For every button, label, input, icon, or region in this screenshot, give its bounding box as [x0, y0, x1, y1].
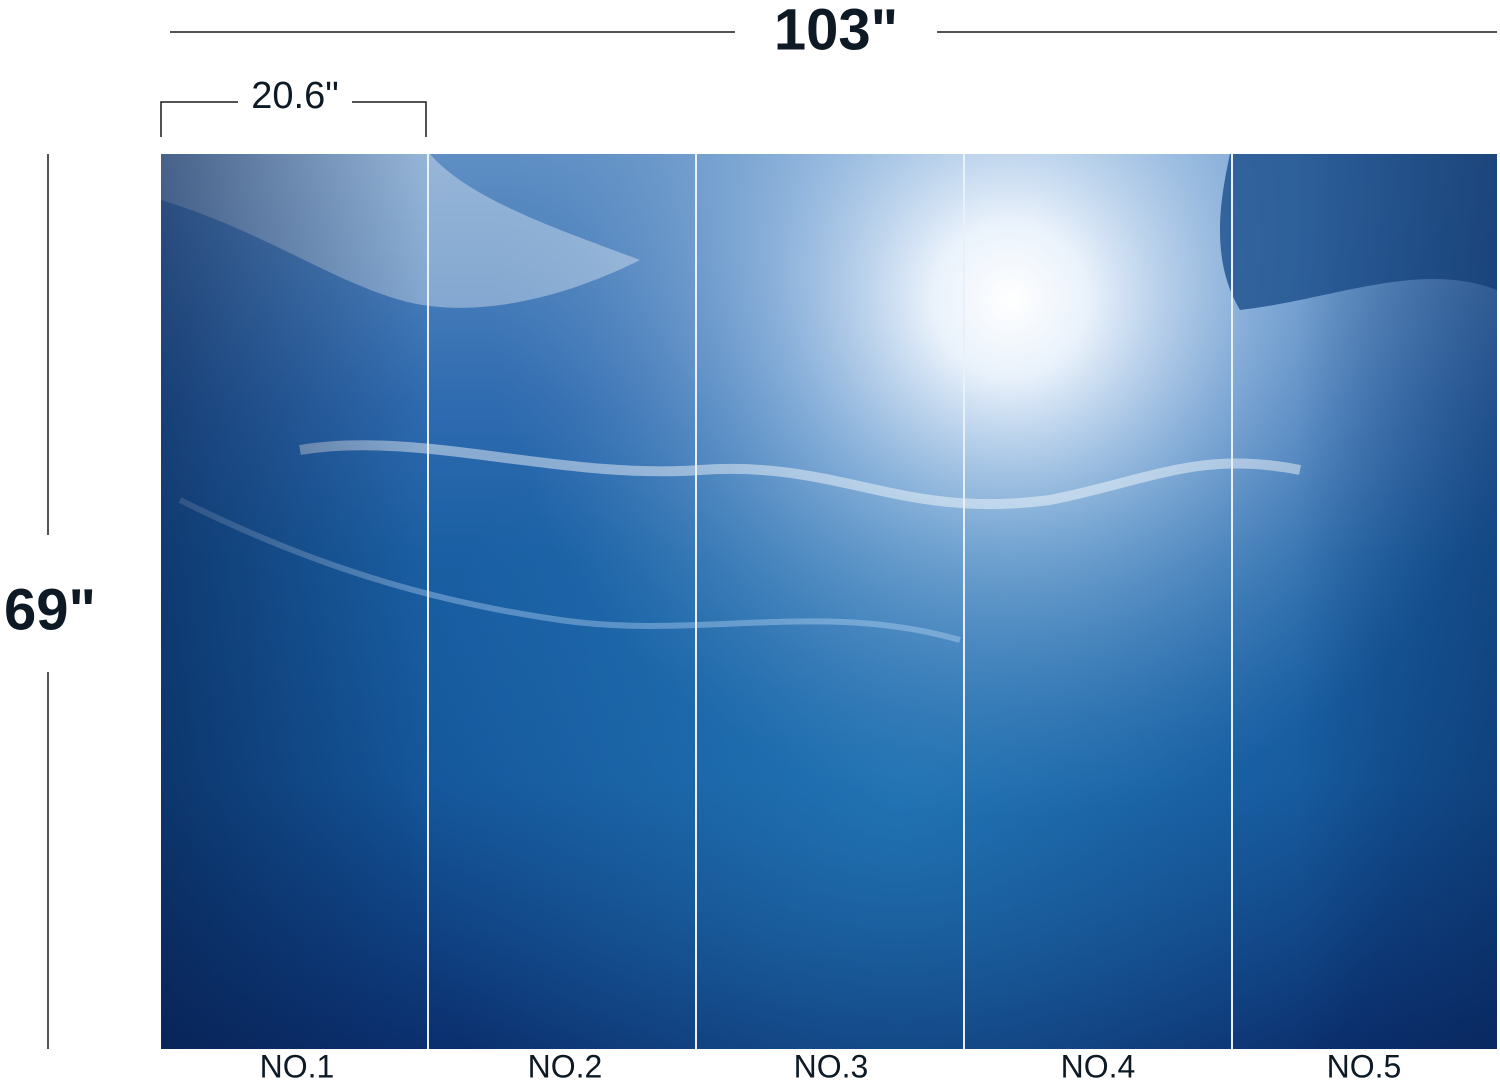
panel-bracket [160, 101, 238, 137]
panel-label: NO.5 [1327, 1048, 1402, 1084]
mural-image [161, 154, 1497, 1049]
panel-label: NO.4 [1061, 1048, 1136, 1084]
total-width: 103" [774, 0, 898, 62]
height: 69" [4, 577, 96, 642]
panel-label: NO.2 [528, 1048, 603, 1084]
panel-label: NO.1 [260, 1048, 335, 1084]
panel-label: NO.3 [794, 1048, 869, 1084]
panel-width: 20.6" [251, 75, 338, 117]
panel-bracket [352, 101, 427, 137]
